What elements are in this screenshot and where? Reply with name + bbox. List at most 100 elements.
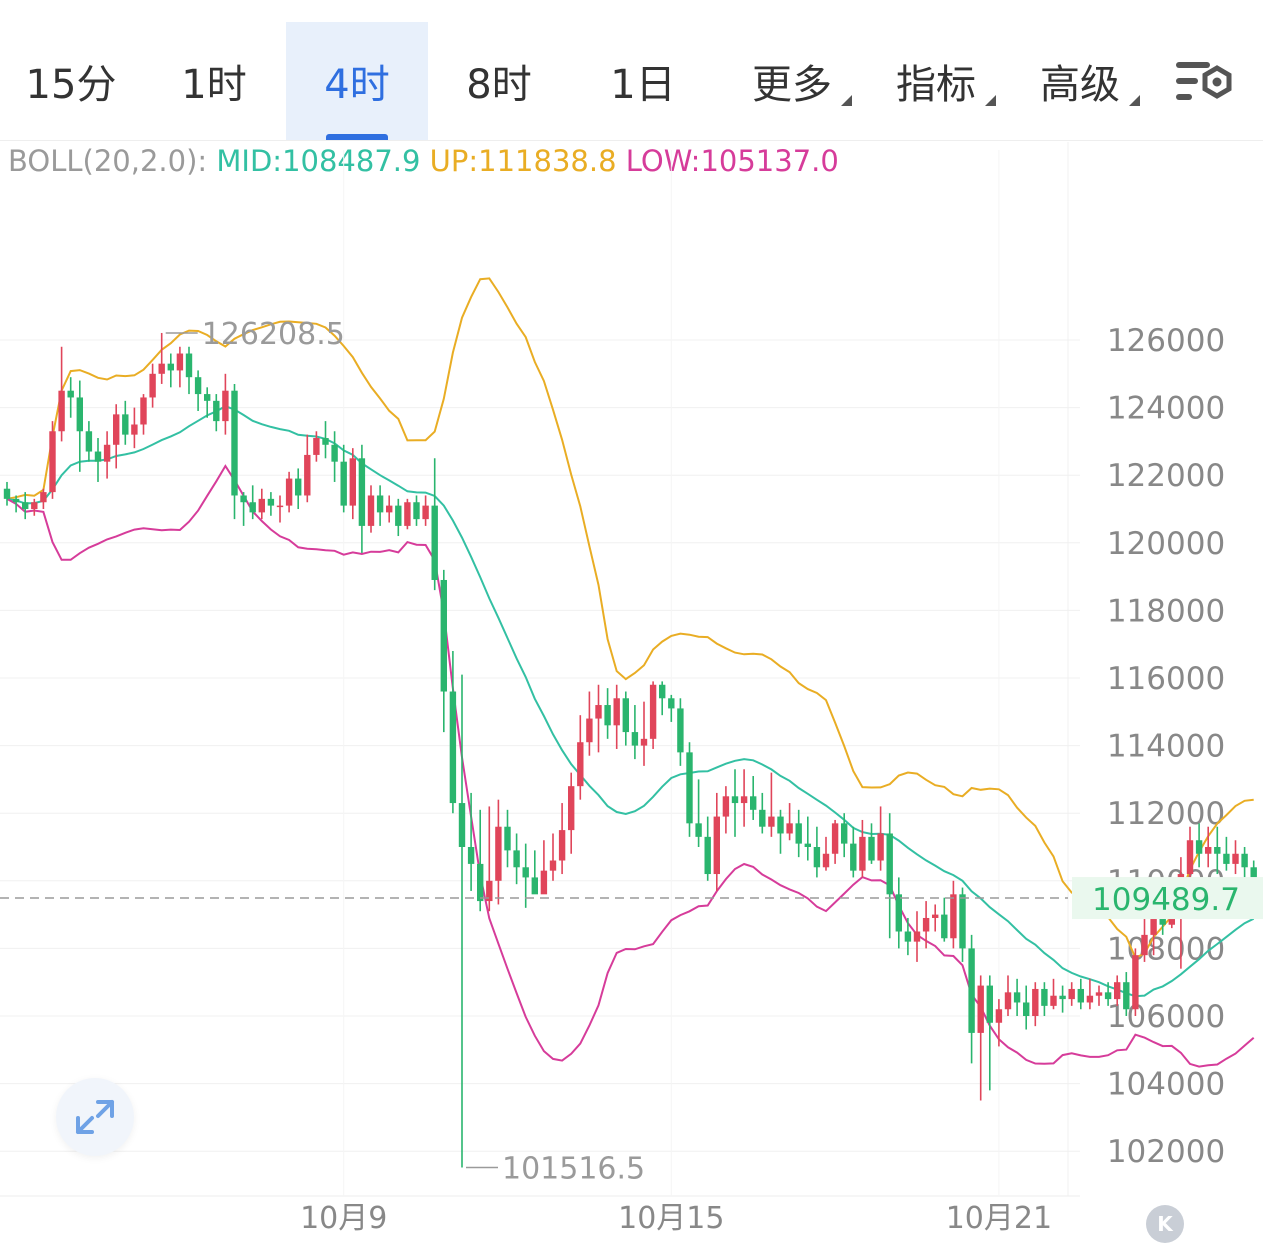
tab-label: 1日	[610, 62, 676, 108]
tab-8h[interactable]: 8时	[436, 22, 562, 140]
candle-body	[313, 438, 320, 455]
candle-body	[941, 914, 948, 939]
candle-body	[1104, 992, 1112, 1000]
candle-body	[877, 833, 884, 861]
candle-body	[1050, 995, 1057, 1006]
candle-body	[759, 809, 766, 827]
candle-body	[85, 431, 93, 452]
y-tick-label: 124000	[1107, 391, 1225, 427]
candle-body	[12, 498, 20, 503]
candle-body	[413, 502, 420, 520]
zoom-fullscreen-button[interactable]	[56, 1078, 134, 1156]
candle-body	[1205, 847, 1212, 854]
y-tick-label: 102000	[1107, 1134, 1225, 1170]
candle-body	[1077, 988, 1084, 1003]
tab-advanced[interactable]: 高级	[1018, 22, 1142, 140]
boll-mid-line	[6, 405, 1255, 998]
candle-body	[267, 498, 275, 506]
candle-body	[595, 705, 602, 719]
candle-body	[58, 390, 65, 432]
candle-body	[67, 390, 74, 398]
dropdown-triangle-icon	[1129, 95, 1140, 106]
candle-body	[513, 850, 520, 868]
candle-body	[622, 698, 629, 733]
candle-body	[1186, 840, 1194, 875]
tab-1d[interactable]: 1日	[580, 22, 706, 140]
candle-body	[977, 985, 984, 1033]
candle-body	[631, 732, 639, 746]
candle-body	[1068, 988, 1075, 1000]
candle-body	[404, 502, 411, 526]
y-tick-label: 122000	[1107, 458, 1225, 494]
current-price-tag	[1072, 877, 1263, 920]
candle-body	[194, 377, 202, 395]
candle-body	[440, 579, 447, 692]
boll-lower-line	[6, 464, 1255, 1068]
tab-label: 15分	[25, 62, 117, 108]
candle-body	[149, 373, 156, 398]
tab-more[interactable]: 更多	[730, 22, 854, 140]
candle-body	[467, 847, 475, 864]
tab-15min[interactable]: 15分	[12, 22, 130, 140]
candle-body	[422, 505, 429, 520]
y-tick-label: 120000	[1107, 526, 1225, 562]
candle-body	[22, 502, 29, 509]
tab-label: 更多	[752, 62, 832, 108]
candle-body	[968, 948, 975, 1033]
k-logo-icon: K	[1157, 1212, 1173, 1236]
boll-upper-line	[6, 277, 1254, 960]
candle-body	[804, 843, 811, 847]
candle-body	[649, 684, 657, 739]
candle-body	[204, 394, 211, 401]
tab-4h[interactable]: 4时	[286, 22, 428, 140]
candle-body	[522, 867, 529, 878]
candle-body	[850, 843, 857, 871]
candle-body	[1086, 995, 1094, 1003]
candle-body	[1141, 934, 1148, 956]
candle-body	[249, 502, 256, 513]
timeframe-tabs: 15分 1时 4时 8时 1日 更多 指标 高级	[0, 0, 1263, 142]
candle-body	[449, 691, 457, 804]
candle-body	[1114, 982, 1121, 1000]
tab-label: 1时	[181, 62, 247, 108]
dropdown-triangle-icon	[841, 95, 852, 106]
candle-body	[276, 505, 284, 508]
candle-body	[1241, 853, 1248, 868]
candle-body	[986, 985, 993, 1023]
candle-body	[568, 786, 575, 831]
candle-body	[240, 495, 247, 503]
y-tick-label: 126000	[1107, 323, 1225, 359]
legend-low: LOW:105137.0	[625, 144, 839, 178]
candle-body	[1004, 992, 1012, 1010]
candle-body	[94, 451, 102, 462]
tab-1h[interactable]: 1时	[150, 22, 278, 140]
candle-body	[395, 505, 402, 526]
candle-body	[31, 502, 38, 509]
dropdown-triangle-icon	[985, 95, 996, 106]
candle-body	[431, 505, 438, 580]
k-logo-button[interactable]: K	[1146, 1205, 1184, 1243]
candle-body	[1095, 992, 1103, 996]
candle-body	[304, 454, 311, 496]
candle-body	[367, 495, 375, 526]
candle-body	[1023, 1002, 1030, 1016]
high-marker-label: 126208.5	[202, 317, 345, 352]
candle-body	[131, 424, 138, 435]
candle-body	[1059, 995, 1066, 1000]
candle-body	[1150, 911, 1157, 935]
candle-body	[1032, 988, 1039, 1016]
candle-body	[167, 363, 174, 371]
candle-body	[1232, 853, 1239, 864]
chart-settings-icon[interactable]	[1172, 58, 1236, 110]
candle-body	[231, 390, 238, 496]
candle-body	[331, 444, 338, 462]
x-tick-label: 10月21	[946, 1201, 1052, 1236]
candle-body	[222, 390, 229, 422]
candle-body	[495, 826, 502, 881]
tab-indicators[interactable]: 指标	[874, 22, 998, 140]
candle-body	[695, 823, 702, 837]
y-tick-label: 116000	[1107, 661, 1225, 697]
candle-body	[486, 880, 493, 902]
candle-body	[40, 492, 47, 503]
